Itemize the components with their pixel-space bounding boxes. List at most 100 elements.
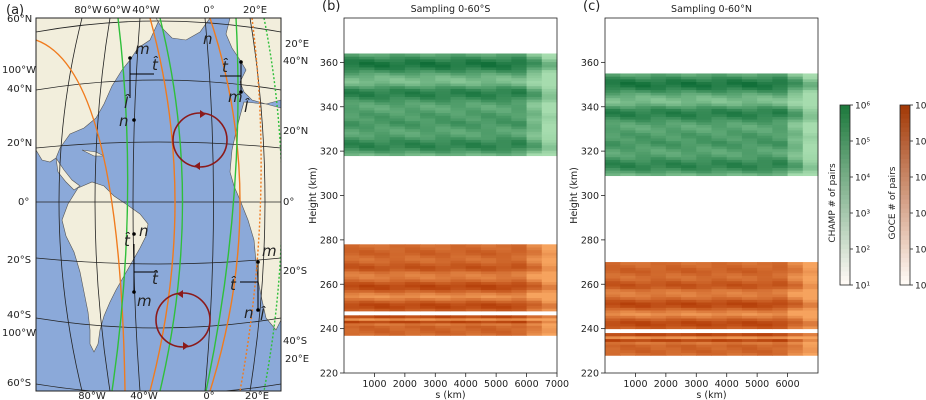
heat-cell: [389, 96, 406, 100]
heat-cell: [374, 320, 391, 324]
heat-cell: [802, 270, 819, 274]
heat-cell: [802, 283, 819, 287]
heat-cell: [404, 244, 421, 248]
heat-cell: [605, 262, 621, 266]
heat-cell: [726, 346, 743, 351]
heat-cell: [541, 123, 558, 127]
heat-cell: [480, 244, 497, 248]
heat-cell: [605, 170, 621, 174]
lon-label-top: 80°W: [74, 5, 102, 16]
heat-cell: [757, 162, 773, 166]
colorbar-cell: [840, 240, 850, 245]
heat-cell: [605, 81, 621, 85]
heat-cell: [480, 322, 497, 326]
y-tick-label: 320: [320, 147, 338, 158]
heat-cell: [465, 302, 482, 307]
colorbar-cell: [840, 154, 850, 160]
heat-cell: [635, 275, 652, 279]
heat-cell: [620, 323, 636, 327]
heat-cell: [480, 93, 497, 97]
heat-cell: [435, 120, 451, 124]
heat-cell: [711, 84, 728, 88]
heat-cell: [787, 283, 804, 287]
heat-cell: [696, 84, 712, 88]
heat-cell: [435, 276, 451, 280]
heat-cell: [511, 273, 528, 277]
heat-cell: [496, 93, 512, 97]
colorbar-cell: [840, 141, 850, 146]
heat-cell: [496, 131, 512, 135]
heat-cell: [359, 61, 375, 65]
heat-cell: [681, 73, 697, 77]
heat-cell: [787, 113, 804, 117]
heat-cell: [435, 104, 451, 108]
y-axis-label: Height (km): [308, 167, 319, 224]
heat-cell: [650, 137, 667, 142]
heat-cell: [726, 108, 743, 112]
heat-cell: [420, 88, 436, 92]
heat-cell: [650, 111, 667, 115]
heat-cell: [635, 270, 652, 274]
heat-cell: [374, 128, 391, 132]
heat-cell: [635, 113, 652, 117]
heat-cell: [650, 132, 667, 136]
heat-cell: [511, 85, 528, 89]
heat-cell: [374, 322, 391, 326]
heat-cell: [605, 172, 621, 177]
heat-cell: [650, 100, 667, 104]
heat-cell: [696, 113, 712, 117]
heat-cell: [435, 254, 451, 259]
heat-cell: [541, 107, 558, 111]
heat-cell: [465, 327, 482, 331]
heat-cell: [696, 264, 712, 268]
heat-cell: [404, 142, 421, 146]
heat-cell: [359, 72, 375, 76]
heat-cell: [450, 152, 467, 157]
colorbar-cell: [900, 199, 910, 205]
colorbar-cell: [840, 195, 850, 200]
colorbar-tick-label: 10⁴: [855, 174, 870, 184]
heat-cell: [787, 272, 804, 276]
heat-cell: [526, 152, 543, 157]
heat-cell: [741, 140, 758, 144]
heat-cell: [620, 272, 636, 276]
heat-cell: [435, 101, 451, 106]
heat-cell: [741, 73, 758, 77]
heat-cell: [711, 148, 728, 152]
colorbar-cell: [840, 105, 850, 110]
heat-cell: [650, 84, 667, 88]
heat-cell: [665, 267, 682, 271]
heat-cell: [496, 85, 512, 89]
heat-cell: [650, 162, 667, 166]
heat-cell: [450, 289, 467, 293]
heat-cell: [787, 323, 804, 327]
heat-cell: [635, 129, 652, 134]
heat-cell: [620, 304, 636, 308]
heat-cell: [726, 315, 743, 319]
heat-cell: [772, 317, 789, 322]
heat-cell: [450, 278, 467, 283]
heat-cell: [696, 78, 712, 83]
heat-cell: [541, 254, 558, 259]
heat-cell: [480, 72, 497, 76]
heat-cell: [635, 286, 652, 290]
heat-cell: [787, 338, 804, 342]
heat-cell: [772, 349, 789, 353]
heat-cell: [696, 94, 712, 99]
heat-cell: [605, 341, 621, 345]
heat-cell: [465, 128, 482, 132]
heat-cell: [541, 85, 558, 89]
heat-cell: [511, 244, 528, 248]
heat-cell: [526, 289, 543, 293]
heat-cell: [665, 278, 682, 282]
heat-cell: [726, 291, 743, 295]
heat-cell: [374, 139, 391, 143]
heat-cell: [541, 147, 558, 151]
heat-cell: [681, 172, 697, 177]
heat-cell: [772, 127, 789, 131]
heat-cell: [374, 268, 391, 272]
heat-cell: [665, 299, 682, 303]
heat-cell: [711, 262, 728, 266]
heat-cell: [711, 78, 728, 83]
heat-cell: [435, 257, 451, 261]
